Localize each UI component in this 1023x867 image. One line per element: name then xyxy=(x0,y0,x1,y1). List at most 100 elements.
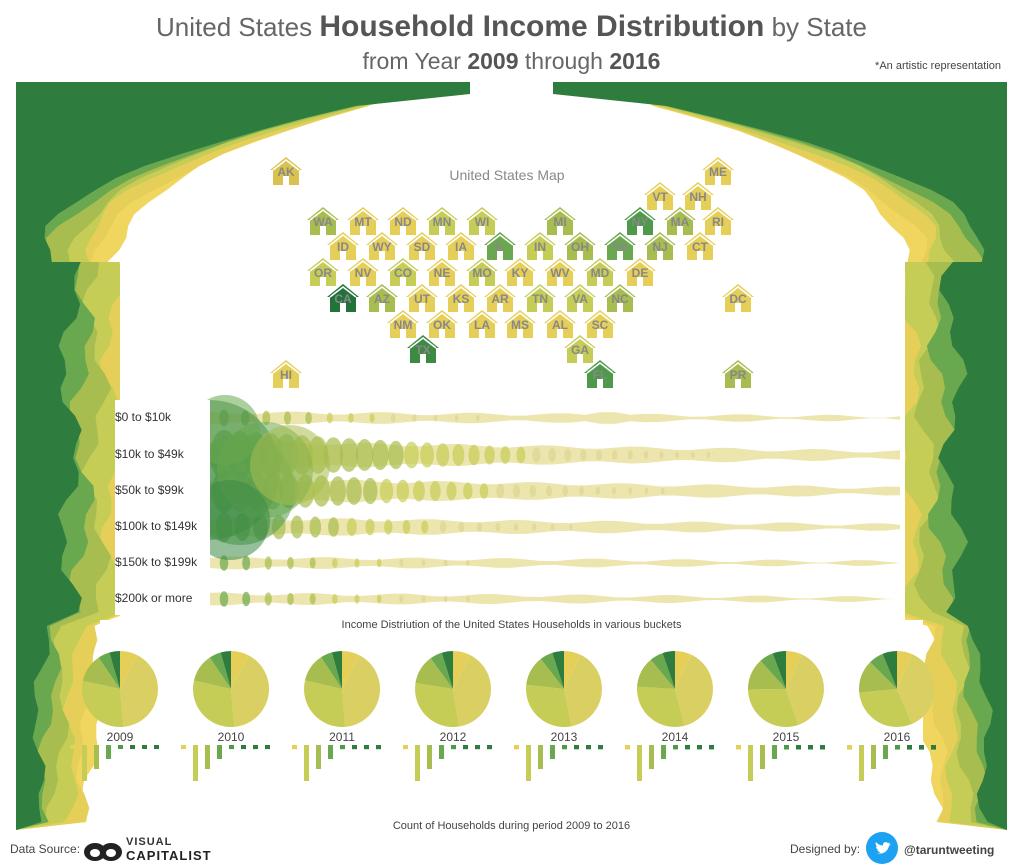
state-house-ca[interactable]: CA xyxy=(325,282,361,314)
household-count-bar xyxy=(649,745,654,769)
income-bubble xyxy=(691,451,695,459)
pie-slice xyxy=(120,655,158,727)
state-house-ms[interactable]: MS xyxy=(502,308,538,340)
state-label: VA xyxy=(572,292,588,306)
state-house-or[interactable]: OR xyxy=(305,256,341,288)
income-bubble xyxy=(516,446,526,464)
income-bubble xyxy=(348,413,354,423)
map-title: United States Map xyxy=(449,167,565,183)
income-bubble xyxy=(328,517,339,537)
state-house-nv[interactable]: NV xyxy=(345,256,381,288)
state-house-va[interactable]: VA xyxy=(562,282,598,314)
pie-slice xyxy=(662,651,675,689)
state-house-oh[interactable]: OH xyxy=(562,230,598,262)
household-count-bar xyxy=(550,745,555,759)
state-house-ma[interactable]: MA xyxy=(662,205,698,237)
state-house-in[interactable]: IN xyxy=(522,230,558,262)
income-bubble xyxy=(332,594,338,604)
state-house-ct[interactable]: CT xyxy=(682,230,718,262)
state-house-mt[interactable]: MT xyxy=(345,205,381,237)
state-house-ne[interactable]: NE xyxy=(424,256,460,288)
state-house-ri[interactable]: RI xyxy=(700,205,736,237)
state-house-az[interactable]: AZ xyxy=(364,282,400,314)
pie-slice xyxy=(636,686,685,728)
income-bubble xyxy=(242,591,251,607)
state-house-de[interactable]: DE xyxy=(622,256,658,288)
state-house-ks[interactable]: KS xyxy=(443,282,479,314)
house-icon xyxy=(722,284,754,312)
state-house-sc[interactable]: SC xyxy=(582,308,618,340)
household-count-bar xyxy=(340,745,345,750)
state-house-md[interactable]: MD xyxy=(582,256,618,288)
income-bubble xyxy=(436,443,450,467)
pie-slice xyxy=(331,651,342,689)
state-house-ak[interactable]: AK xyxy=(268,155,304,187)
state-house-nc[interactable]: NC xyxy=(602,282,638,314)
state-house-pa[interactable]: PA xyxy=(602,230,638,262)
income-bubble xyxy=(476,414,480,422)
income-bubble xyxy=(421,559,426,567)
state-house-la[interactable]: LA xyxy=(464,308,500,340)
state-label: AL xyxy=(552,318,568,332)
state-label: AR xyxy=(491,292,509,306)
income-bubble xyxy=(264,592,272,606)
house-icon xyxy=(684,232,716,260)
state-label: HI xyxy=(280,368,292,382)
state-house-al[interactable]: AL xyxy=(542,308,578,340)
income-stream xyxy=(210,592,900,606)
income-bubble xyxy=(421,595,426,603)
household-count-bar xyxy=(625,745,630,750)
state-house-tx[interactable]: TX xyxy=(405,333,441,365)
state-house-id[interactable]: ID xyxy=(325,230,361,262)
state-label: NM xyxy=(393,318,413,332)
household-count-bar xyxy=(352,745,357,750)
state-house-ia[interactable]: IA xyxy=(443,230,479,262)
visual-capitalist-logo-icon[interactable] xyxy=(82,834,212,864)
state-house-ny[interactable]: NY xyxy=(622,205,658,237)
state-house-fl[interactable]: FL xyxy=(582,358,618,390)
state-house-me[interactable]: ME xyxy=(700,155,736,187)
state-house-mi[interactable]: MI xyxy=(542,205,578,237)
state-house-vt[interactable]: VT xyxy=(642,180,678,212)
state-house-dc[interactable]: DC xyxy=(720,282,756,314)
state-house-mn[interactable]: MN xyxy=(424,205,460,237)
income-bubble xyxy=(628,487,633,495)
state-house-ar[interactable]: AR xyxy=(482,282,518,314)
state-house-ok[interactable]: OK xyxy=(424,308,460,340)
state-house-co[interactable]: CO xyxy=(385,256,421,288)
state-house-ga[interactable]: GA xyxy=(562,333,598,365)
state-house-wa[interactable]: WA xyxy=(305,205,341,237)
income-bubble xyxy=(329,476,346,506)
state-house-nm[interactable]: NM xyxy=(385,308,421,340)
state-house-hi[interactable]: HI xyxy=(268,358,304,390)
household-count-bar xyxy=(118,745,123,749)
bucket-label: $0 to $10k xyxy=(115,410,172,424)
house-icon xyxy=(407,335,439,363)
income-bubble xyxy=(548,448,556,462)
state-house-sd[interactable]: SD xyxy=(404,230,440,262)
state-house-ky[interactable]: KY xyxy=(502,256,538,288)
state-label: MS xyxy=(511,318,529,332)
designer-handle[interactable]: @taruntweeting xyxy=(904,843,995,857)
state-label: FL xyxy=(592,368,608,382)
state-house-mo[interactable]: MO xyxy=(464,256,500,288)
twitter-icon[interactable] xyxy=(866,832,898,864)
bucket-label: $150k to $199k xyxy=(115,555,198,569)
state-house-il[interactable]: IL xyxy=(482,230,518,262)
state-label: CA xyxy=(334,292,352,306)
house-icon xyxy=(584,360,616,388)
state-house-nj[interactable]: NJ xyxy=(642,230,678,262)
income-bubble xyxy=(399,595,404,603)
state-house-ut[interactable]: UT xyxy=(404,282,440,314)
state-house-nd[interactable]: ND xyxy=(385,205,421,237)
income-bubble xyxy=(262,410,271,426)
state-house-wi[interactable]: WI xyxy=(464,205,500,237)
state-house-pr[interactable]: PR xyxy=(720,358,756,390)
income-bubble xyxy=(264,556,272,570)
state-house-wy[interactable]: WY xyxy=(364,230,400,262)
income-stream xyxy=(210,517,900,537)
state-house-nh[interactable]: NH xyxy=(680,180,716,212)
state-house-tn[interactable]: TN xyxy=(522,282,558,314)
pie-slice xyxy=(675,651,692,689)
state-house-wv[interactable]: WV xyxy=(542,256,578,288)
